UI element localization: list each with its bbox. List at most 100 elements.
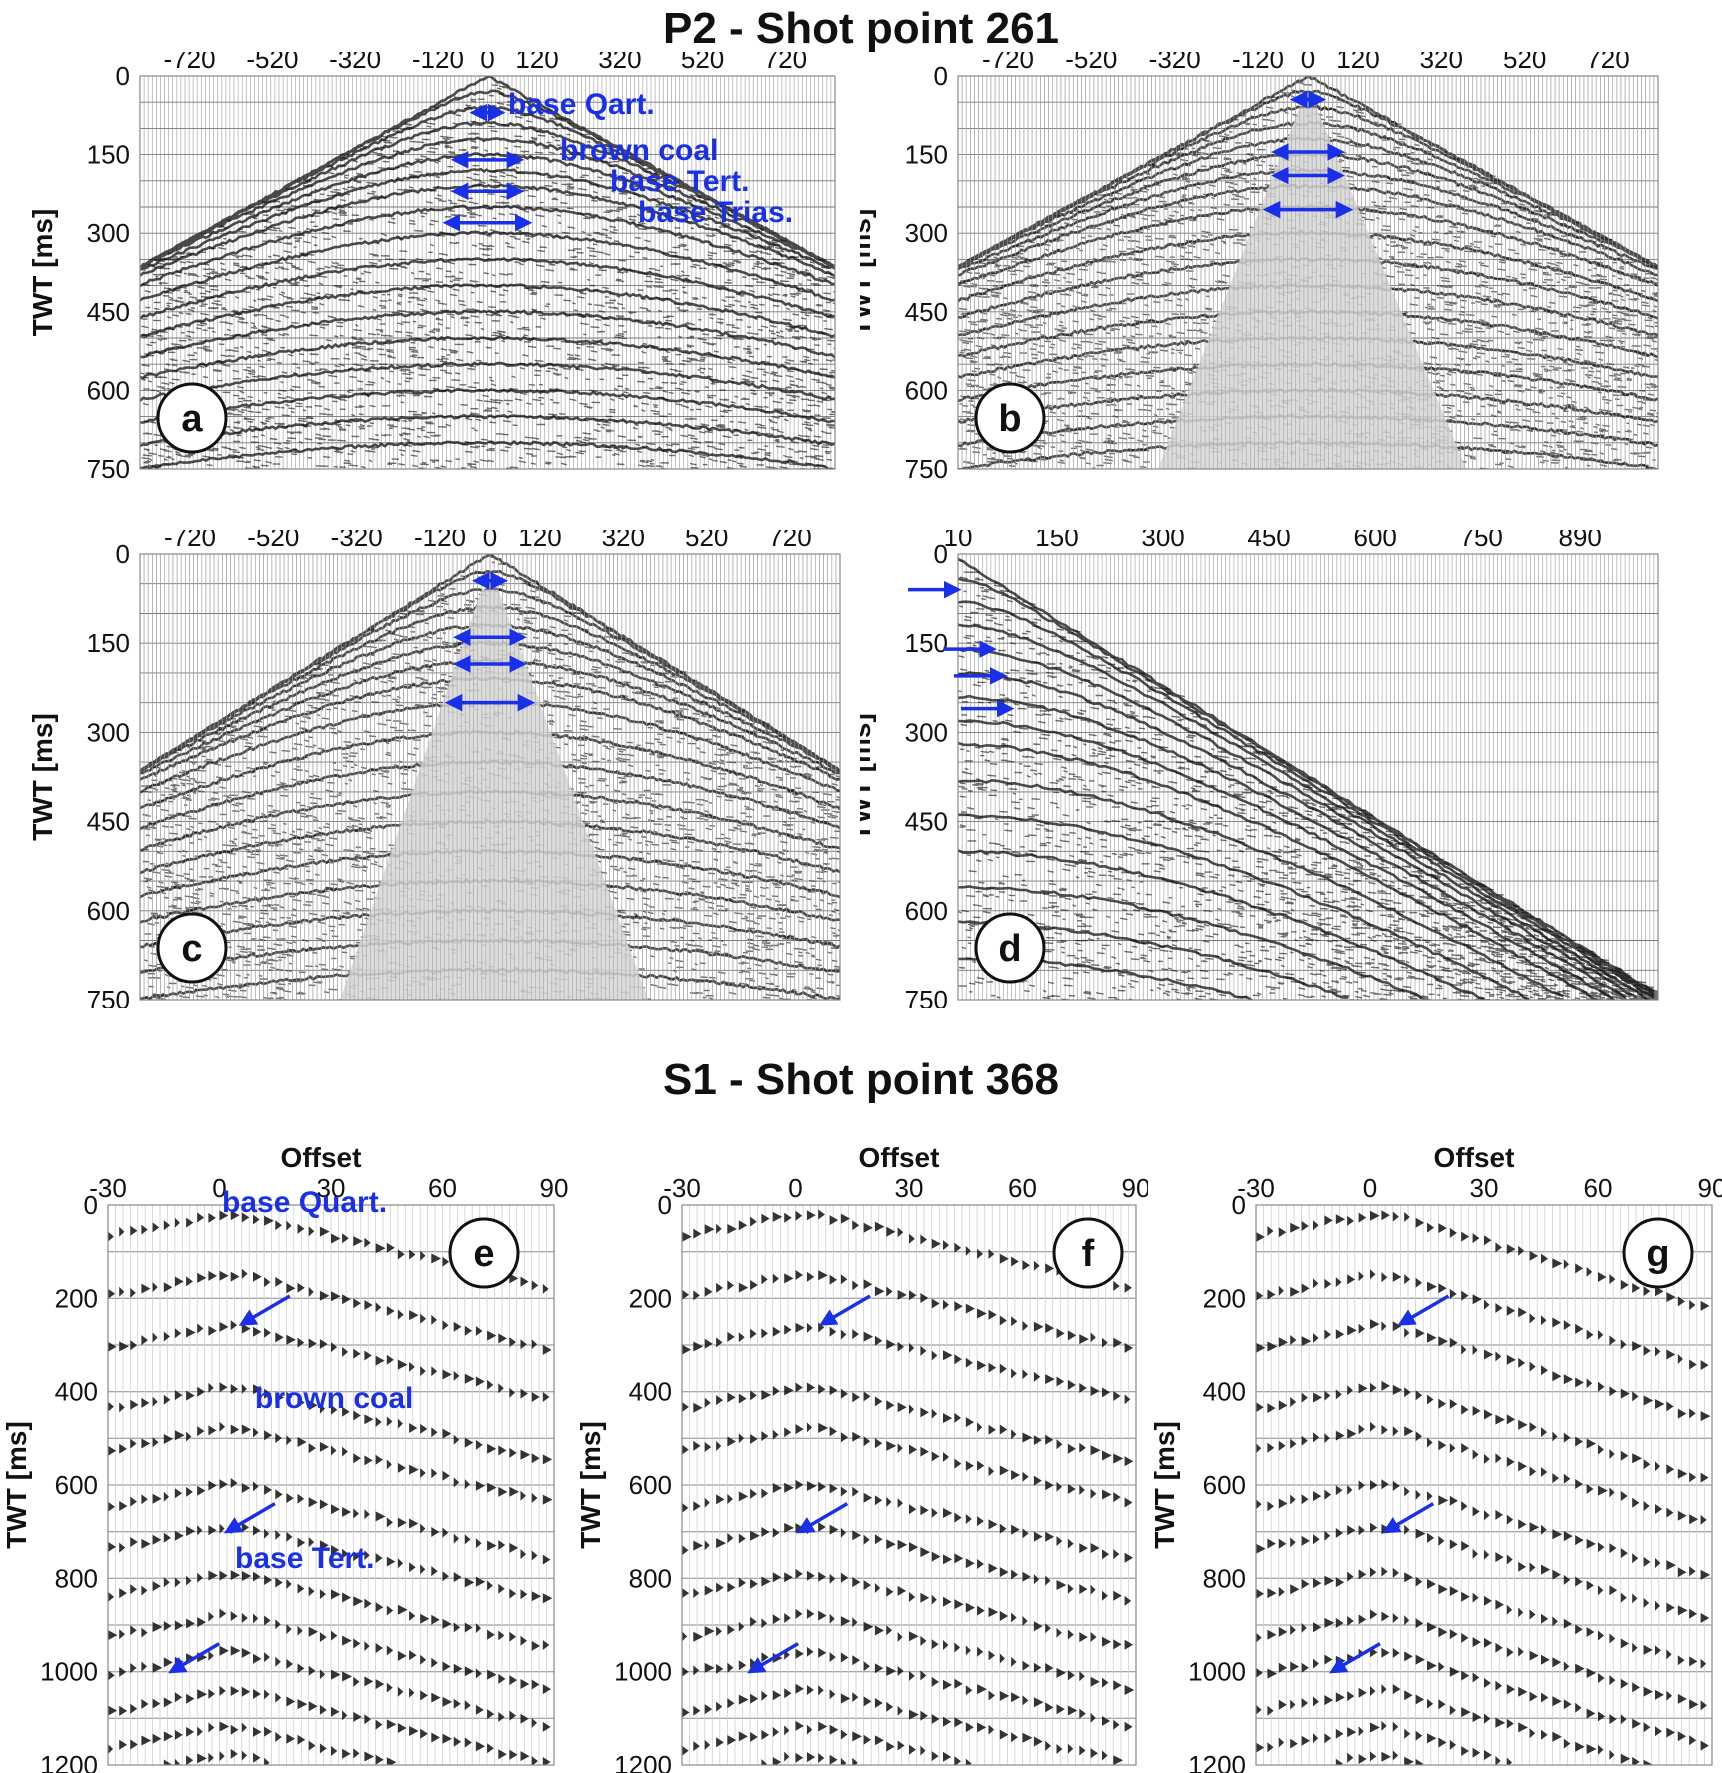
x-tick-label: 320 <box>1420 52 1463 74</box>
x-tick-label: -30 <box>1237 1173 1275 1203</box>
horizon-marker-arrow <box>238 1294 291 1326</box>
y-tick-label: 0 <box>116 539 130 569</box>
x-tick-label: -30 <box>89 1173 127 1203</box>
y-tick-label: 600 <box>87 896 130 926</box>
panel-f: Offset-30 0 30 60 90020040060080010001200TWT… <box>575 1142 1148 1773</box>
panel-letter-badge <box>1622 1217 1694 1289</box>
panel-letter: g <box>1646 1233 1669 1275</box>
x-tick-label: -30 <box>663 1173 701 1203</box>
y-tick-label: 600 <box>1203 1470 1246 1500</box>
y-tick-label: 200 <box>629 1283 672 1313</box>
y-tick-label: 1200 <box>614 1750 672 1773</box>
x-tick-label: 0 <box>480 52 494 74</box>
twt-axis-label: TWT [ms] <box>27 713 58 841</box>
y-tick-label: 400 <box>1203 1377 1246 1407</box>
offset-axis-label: Offset <box>281 1142 362 1173</box>
x-tick-label: -520 <box>247 530 299 552</box>
seismic-traces <box>108 1205 554 1765</box>
panel-letter: b <box>998 398 1021 440</box>
panel-g: Offset-30 0 30 60 90020040060080010001200TWT… <box>1149 1142 1722 1773</box>
x-tick-label: 90 <box>1122 1173 1148 1203</box>
panel-letter-badge <box>1052 1217 1124 1289</box>
x-tick-label: 520 <box>685 530 728 552</box>
y-tick-label: 450 <box>905 807 948 837</box>
panel-letter-badge <box>156 382 228 454</box>
y-tick-label: 400 <box>55 1377 98 1407</box>
y-tick-label: 0 <box>934 539 948 569</box>
y-tick-label: 750 <box>87 985 130 1008</box>
x-tick-label: 90 <box>540 1173 569 1203</box>
horizon-marker-arrow <box>796 1502 849 1534</box>
y-tick-label: 1200 <box>40 1750 98 1773</box>
twt-axis-label: TWT [ms] <box>860 713 876 841</box>
y-tick-label: 450 <box>905 297 948 327</box>
offset-axis-label: Offset <box>1434 1142 1515 1173</box>
x-tick-label: 10 <box>944 530 973 552</box>
horizon-marker-arrow <box>223 1502 276 1534</box>
y-tick-label: 150 <box>87 140 130 170</box>
horizon-label: base Trias. <box>638 196 793 229</box>
y-tick-label: 800 <box>55 1563 98 1593</box>
y-tick-label: 450 <box>87 807 130 837</box>
y-tick-label: 1000 <box>614 1657 672 1687</box>
x-tick-label: 0 <box>212 1173 226 1203</box>
y-tick-label: 600 <box>87 375 130 405</box>
seismic-traces <box>140 554 840 1000</box>
panel-letter-badge <box>974 382 1046 454</box>
x-tick-label: -720 <box>982 52 1034 74</box>
x-tick-label: -320 <box>331 530 383 552</box>
y-tick-label: 200 <box>55 1283 98 1313</box>
y-tick-label: 0 <box>84 1190 98 1220</box>
y-tick-label: 0 <box>116 61 130 91</box>
x-tick-label: 150 <box>1035 530 1078 552</box>
y-tick-label: 600 <box>55 1470 98 1500</box>
offset-axis-label: Offset <box>859 1142 940 1173</box>
y-tick-label: 600 <box>905 375 948 405</box>
y-tick-label: 450 <box>87 297 130 327</box>
x-tick-label: 320 <box>598 52 641 74</box>
horizon-marker-arrow <box>1382 1502 1435 1534</box>
x-tick-label: 120 <box>1336 52 1379 74</box>
x-tick-label: 90 <box>1698 1173 1722 1203</box>
y-tick-label: 750 <box>87 454 130 484</box>
panel-letter-badge <box>974 912 1046 984</box>
y-tick-label: 800 <box>1203 1563 1246 1593</box>
x-tick-label: 450 <box>1247 530 1290 552</box>
panel-letter: e <box>473 1233 494 1275</box>
horizon-marker-arrow <box>1328 1642 1381 1674</box>
x-tick-label: 0 <box>483 530 497 552</box>
twt-axis-label: TWT [ms] <box>860 209 876 337</box>
x-tick-label: 720 <box>768 530 811 552</box>
panel-e: Offset-30 0 30 60 90020040060080010001200TWT… <box>1 1142 569 1773</box>
panel-b: Offset-720-520-320-120012032052072001503… <box>860 52 1659 484</box>
x-tick-label: 300 <box>1141 530 1184 552</box>
twt-axis-label: TWT [ms] <box>1 1421 32 1549</box>
twt-axis-label: TWT [ms] <box>1149 1421 1180 1549</box>
y-tick-label: 1200 <box>1188 1750 1246 1773</box>
x-tick-label: 120 <box>518 530 561 552</box>
y-tick-label: 0 <box>658 1190 672 1220</box>
x-tick-label: 60 <box>1584 1173 1613 1203</box>
horizon-label: base Quart. <box>222 1186 387 1219</box>
y-tick-label: 150 <box>905 628 948 658</box>
x-tick-label: 720 <box>764 52 807 74</box>
x-tick-label: 60 <box>428 1173 457 1203</box>
y-tick-label: 1000 <box>40 1657 98 1687</box>
panel-letter-badge <box>156 912 228 984</box>
y-tick-label: 300 <box>905 717 948 747</box>
panel-a: Offset-720-520-320-120012032052072001503… <box>27 52 836 484</box>
horizon-marker-arrow <box>747 1642 799 1674</box>
x-tick-label: -520 <box>246 52 298 74</box>
seismic-traces <box>140 76 835 469</box>
horizon-label: base Tert. <box>610 165 750 198</box>
horizon-label: brown coal <box>560 134 718 167</box>
seismic-traces <box>958 554 1658 1000</box>
x-tick-label: 30 <box>1470 1173 1499 1203</box>
x-tick-label: 0 <box>788 1173 802 1203</box>
y-tick-label: 1000 <box>1188 1657 1246 1687</box>
x-tick-label: -520 <box>1065 52 1117 74</box>
title-bottom: S1 - Shot point 368 <box>662 1055 1060 1104</box>
y-tick-label: 300 <box>905 218 948 248</box>
y-tick-label: 600 <box>629 1470 672 1500</box>
panel-d: Offset1015030045060075089001503004506007… <box>860 530 1659 1008</box>
